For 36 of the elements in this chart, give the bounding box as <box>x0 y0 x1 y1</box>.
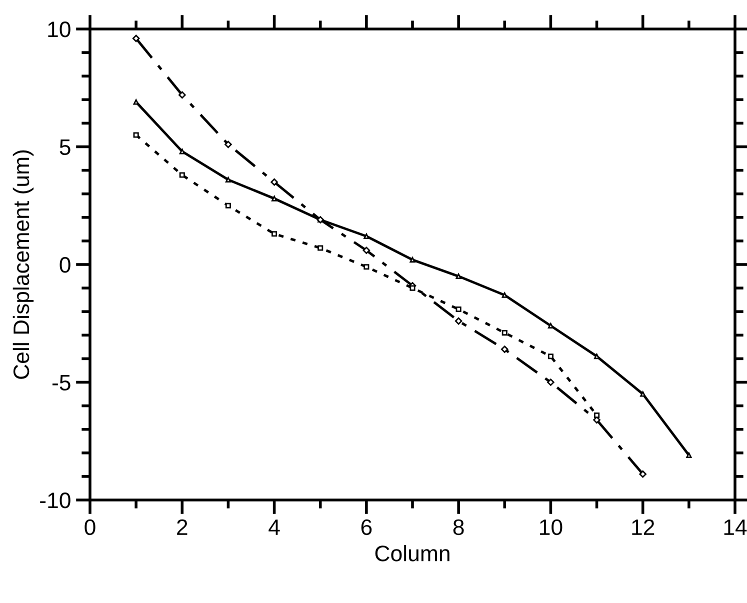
x-tick-label: 8 <box>453 519 464 536</box>
point <box>502 330 508 336</box>
point <box>272 231 278 237</box>
point <box>178 91 186 99</box>
x-tick-label: 6 <box>361 519 372 536</box>
point <box>639 470 646 478</box>
x-tick-label: 12 <box>632 519 654 535</box>
point <box>179 172 185 178</box>
point <box>454 317 462 325</box>
point <box>318 245 324 251</box>
y-tick-label: 0 <box>60 257 70 273</box>
y-tick-label: -5 <box>52 375 70 391</box>
y-tick-label: 10 <box>48 22 70 38</box>
point <box>225 202 231 208</box>
point <box>456 306 462 312</box>
point <box>132 34 140 42</box>
point <box>362 246 370 254</box>
point <box>501 346 508 353</box>
point <box>594 412 600 418</box>
x-tick-label: 2 <box>177 519 188 535</box>
y-axis-title: Cell Displacement (um) <box>12 150 34 379</box>
point <box>224 140 232 148</box>
point <box>548 354 554 360</box>
point <box>270 178 278 186</box>
point <box>547 378 554 386</box>
point <box>364 264 370 270</box>
y-tick-label: 5 <box>60 140 70 156</box>
x-tick-label: 10 <box>540 519 562 536</box>
x-axis-title: Column <box>375 545 450 562</box>
x-tick-label: 4 <box>268 520 280 535</box>
x-tick-label: 14 <box>724 520 747 535</box>
x-tick-label: 0 <box>84 519 96 536</box>
point <box>686 452 692 458</box>
y-tick-label: -10 <box>40 492 70 508</box>
point <box>410 285 416 291</box>
point <box>133 132 139 138</box>
